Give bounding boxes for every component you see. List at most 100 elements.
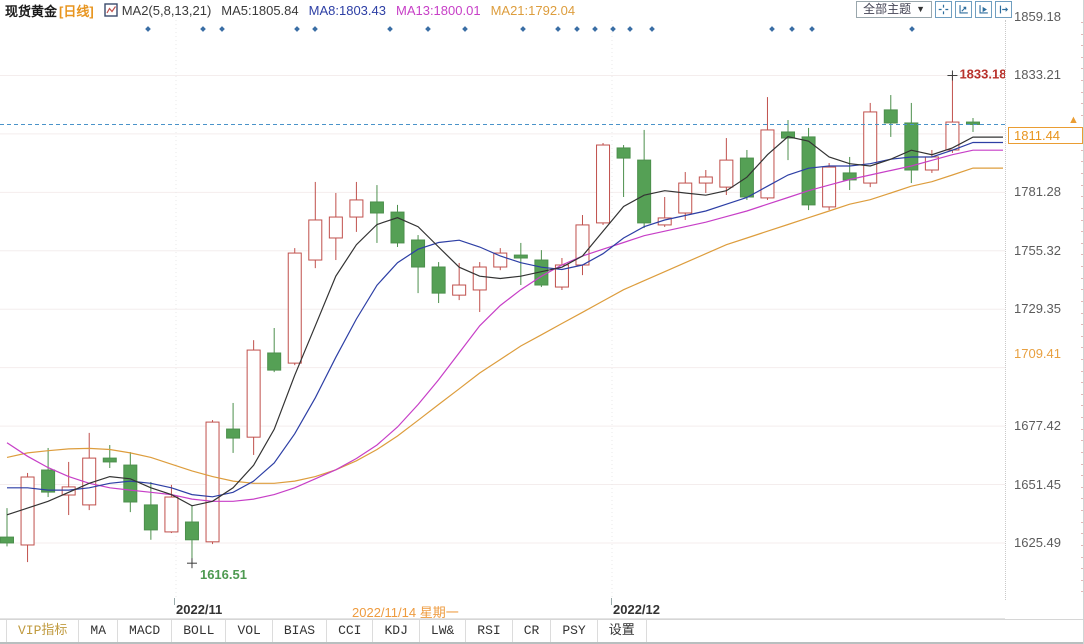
indicator-toolbar: VIP指标 MA MACD BOLL VOL BIAS CCI KDJ LW& RSI CR PSY 设…	[0, 619, 1083, 644]
event-marker-icon	[294, 26, 300, 32]
high-annotation: 1833.18	[959, 67, 1005, 82]
tab-VOL[interactable]: VOL	[226, 620, 273, 642]
axis-minor-tick	[1081, 579, 1083, 581]
axis-minor-tick	[1081, 103, 1083, 105]
candle-up	[452, 284, 467, 296]
axis-minor-tick	[1081, 312, 1083, 314]
candle-down	[102, 457, 117, 463]
y-axis-label: 1625.49	[1014, 534, 1061, 550]
axis-minor-tick	[1081, 428, 1083, 430]
candle-down	[801, 136, 816, 206]
candle-up	[287, 252, 302, 364]
axis-minor-tick	[1081, 591, 1083, 593]
y-axis-label: 1859.18	[1014, 9, 1061, 24]
symbol-name: 现货黄金	[5, 3, 58, 19]
axis-minor-tick	[1081, 463, 1083, 465]
tab-BIAS[interactable]: BIAS	[273, 620, 328, 642]
theme-dropdown-label: 全部主题	[863, 2, 912, 16]
candle-down	[41, 469, 56, 493]
axis-minor-tick	[1081, 521, 1083, 523]
axis-minor-tick	[1081, 417, 1083, 419]
candle-up	[760, 129, 775, 199]
candle-down	[616, 147, 631, 159]
axis-minor-tick	[1081, 358, 1083, 360]
tab-设置[interactable]: 设置	[598, 620, 647, 642]
candle-up	[493, 252, 508, 268]
axis-play-icon[interactable]	[975, 1, 992, 18]
event-marker-icon	[200, 26, 206, 32]
candle-down	[0, 536, 14, 544]
tab-MACD[interactable]: MACD	[118, 620, 173, 642]
candle-down	[123, 464, 138, 503]
axis-minor-tick	[1081, 173, 1083, 175]
y-axis-label: 1729.35	[1014, 301, 1061, 317]
axis-minor-tick	[1081, 196, 1083, 198]
axis-minor-tick	[1081, 568, 1083, 570]
axis-zoom-icon[interactable]	[955, 1, 972, 18]
axis-minor-tick	[1081, 254, 1083, 256]
x-axis-label: 2022/11/14 星期一	[352, 605, 459, 620]
candle-down	[143, 504, 158, 531]
axis-minor-tick	[1081, 266, 1083, 268]
axis-minor-tick	[1081, 277, 1083, 279]
axis-minor-tick	[1081, 80, 1083, 82]
axis-minor-tick	[1081, 219, 1083, 221]
tab-KDJ[interactable]: KDJ	[373, 620, 420, 642]
ma-legend: MA5:1805.84 MA8:1803.43 MA13:1800.01 MA21:1…	[211, 3, 575, 18]
event-marker-icon	[789, 26, 795, 32]
price-axis[interactable]: 1859.18 1833.21 1781.28 1755.32 1729.35 1709.…	[1005, 9, 1083, 600]
tab-RSI[interactable]: RSI	[466, 620, 513, 642]
ma-value-label: MA8:1803.43	[308, 2, 386, 18]
header-controls: 全部主题 ▼	[856, 1, 1012, 18]
y-axis-label: 1833.21	[1014, 67, 1061, 83]
axis-minor-tick	[1081, 68, 1083, 70]
candle-down	[390, 211, 405, 244]
y-axis-label: 1709.41	[1014, 346, 1061, 362]
event-marker-icon	[809, 26, 815, 32]
event-marker-icon	[649, 26, 655, 32]
axis-minor-tick	[1081, 440, 1083, 442]
ma-group-label: MA2(5,8,13,21)	[121, 2, 212, 18]
indicator-tabs: VIP指标 MA MACD BOLL VOL BIAS CCI KDJ LW& RSI CR PSY 设…	[6, 620, 647, 642]
ma-value-label: MA5:1805.84	[221, 2, 299, 18]
x-axis-label: 2022/11	[176, 602, 223, 617]
tab-CCI[interactable]: CCI	[327, 620, 374, 642]
event-marker-icon	[520, 26, 526, 32]
axis-minor-tick	[1081, 231, 1083, 233]
candle-up	[472, 266, 487, 291]
candle-down	[267, 352, 282, 371]
tab-LW&[interactable]: LW&	[420, 620, 467, 642]
candle-down	[226, 428, 241, 439]
chart-canvas[interactable]: 1833.18 1616.51	[0, 20, 1006, 600]
tab-CR[interactable]: CR	[513, 620, 552, 642]
tab-BOLL[interactable]: BOLL	[172, 620, 227, 642]
candle-up	[596, 144, 611, 224]
axis-minor-tick	[1081, 126, 1083, 128]
pan-right-icon[interactable]	[995, 1, 1012, 18]
ma-line-ma21	[6, 167, 1003, 484]
event-marker-icon	[219, 26, 225, 32]
candle-up	[349, 199, 364, 218]
candle-up	[678, 182, 693, 214]
time-axis[interactable]: 2022/11 2022/11/14 星期一 2022/12	[0, 598, 1005, 620]
candle-down	[883, 109, 898, 124]
axis-minor-tick	[1081, 324, 1083, 326]
event-marker-icon	[312, 26, 318, 32]
tab-PSY[interactable]: PSY	[551, 620, 598, 642]
y-axis-label: 1651.45	[1014, 476, 1061, 492]
tab-VIP指标[interactable]: VIP指标	[7, 620, 80, 642]
period-tag[interactable]: [日线]	[59, 3, 94, 19]
candle-up	[698, 176, 713, 184]
current-price-label: 1811.44	[1008, 127, 1083, 145]
event-marker-icon	[574, 26, 580, 32]
event-marker-icon	[610, 26, 616, 32]
event-marker-icon	[769, 26, 775, 32]
axis-minor-tick	[1081, 486, 1083, 488]
crosshair-icon[interactable]	[935, 1, 952, 18]
tab-MA[interactable]: MA	[79, 620, 119, 642]
chart-header: 现货黄金 [日线] MA2(5,8,13,21) MA5:1805.84 MA8:…	[0, 0, 1083, 20]
axis-minor-tick	[1081, 184, 1083, 186]
theme-dropdown[interactable]: 全部主题 ▼	[856, 1, 932, 18]
axis-minor-tick	[1081, 33, 1083, 35]
axis-minor-tick	[1081, 405, 1083, 407]
